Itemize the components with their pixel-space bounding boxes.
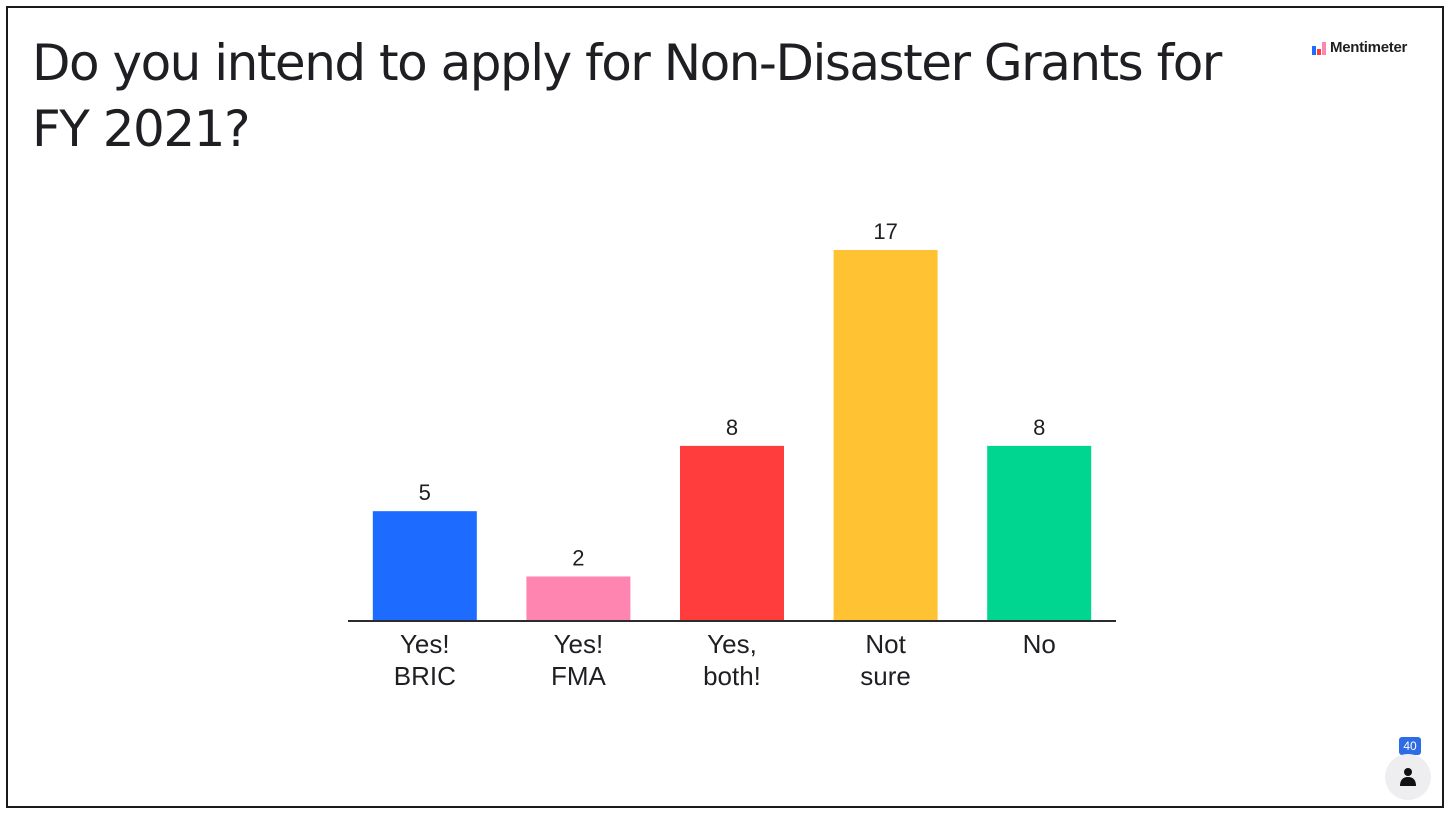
bar (680, 446, 784, 620)
bar (834, 250, 938, 620)
category-label: Yes! (400, 629, 450, 659)
bar-value-label: 8 (726, 415, 738, 440)
category-label: both! (703, 661, 761, 691)
category-label: Not (865, 629, 906, 659)
bar-value-label: 8 (1033, 415, 1045, 440)
bar-value-label: 5 (419, 480, 431, 505)
bar (526, 576, 630, 620)
category-label: BRIC (394, 661, 456, 691)
category-label: Yes! (554, 629, 604, 659)
participant-count-badge: 40 (1399, 737, 1421, 755)
bar (987, 446, 1091, 620)
category-label: sure (860, 661, 911, 691)
bar-value-label: 2 (572, 545, 584, 570)
category-label: No (1023, 629, 1056, 659)
category-label: Yes, (707, 629, 757, 659)
category-label: FMA (551, 661, 607, 691)
person-icon (1400, 767, 1416, 787)
participants-button[interactable] (1385, 754, 1431, 800)
bar (373, 511, 477, 620)
bar-value-label: 17 (873, 219, 897, 244)
